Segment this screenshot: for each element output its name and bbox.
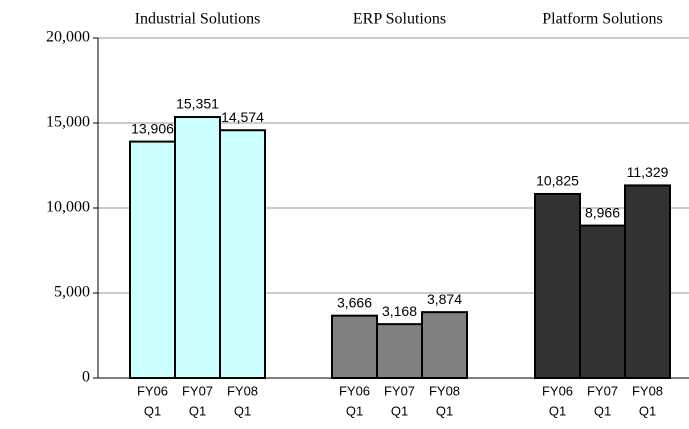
x-tick-label: Q1	[436, 403, 453, 418]
value-label: 14,574	[221, 109, 264, 125]
x-tick-label: Q1	[391, 403, 408, 418]
y-tick-label: 5,000	[54, 284, 90, 301]
x-tick-label: FY08	[227, 383, 258, 398]
x-tick-label: Q1	[346, 403, 363, 418]
bar	[219, 129, 266, 379]
y-tick-label: 0	[82, 369, 90, 386]
bar	[129, 140, 176, 379]
group-title: Industrial Solutions	[135, 11, 261, 28]
x-tick-label: FY06	[137, 383, 168, 398]
x-tick-label: Q1	[594, 403, 611, 418]
bar	[174, 116, 221, 380]
value-label: 3,666	[337, 294, 372, 310]
x-tick-label: FY07	[384, 383, 415, 398]
value-label: 15,351	[176, 96, 219, 112]
y-tick-label: 20,000	[46, 29, 90, 46]
value-label: 8,966	[585, 204, 620, 220]
value-label: 13,906	[131, 120, 174, 136]
x-tick-label: Q1	[234, 403, 251, 418]
group-title: ERP Solutions	[353, 11, 446, 28]
x-tick-label: FY06	[542, 383, 573, 398]
x-tick-label: FY08	[429, 383, 460, 398]
bar	[376, 323, 423, 380]
x-tick-label: Q1	[144, 403, 161, 418]
group-title: Platform Solutions	[542, 11, 662, 28]
x-tick-label: Q1	[189, 403, 206, 418]
bar	[331, 314, 378, 380]
bar	[579, 224, 626, 379]
value-label: 3,168	[382, 303, 417, 319]
x-tick-label: FY06	[339, 383, 370, 398]
value-label: 3,874	[427, 291, 462, 307]
bar	[534, 192, 581, 379]
y-tick-label: 15,000	[46, 114, 90, 131]
x-tick-label: Q1	[549, 403, 566, 418]
x-tick-label: FY08	[632, 383, 663, 398]
value-label: 10,825	[536, 173, 579, 189]
bar	[624, 184, 671, 379]
y-tick-label: 10,000	[46, 199, 90, 216]
x-tick-label: Q1	[639, 403, 656, 418]
x-tick-label: FY07	[587, 383, 618, 398]
value-label: 11,329	[627, 164, 669, 180]
x-tick-label: FY07	[182, 383, 213, 398]
bar	[421, 311, 468, 379]
